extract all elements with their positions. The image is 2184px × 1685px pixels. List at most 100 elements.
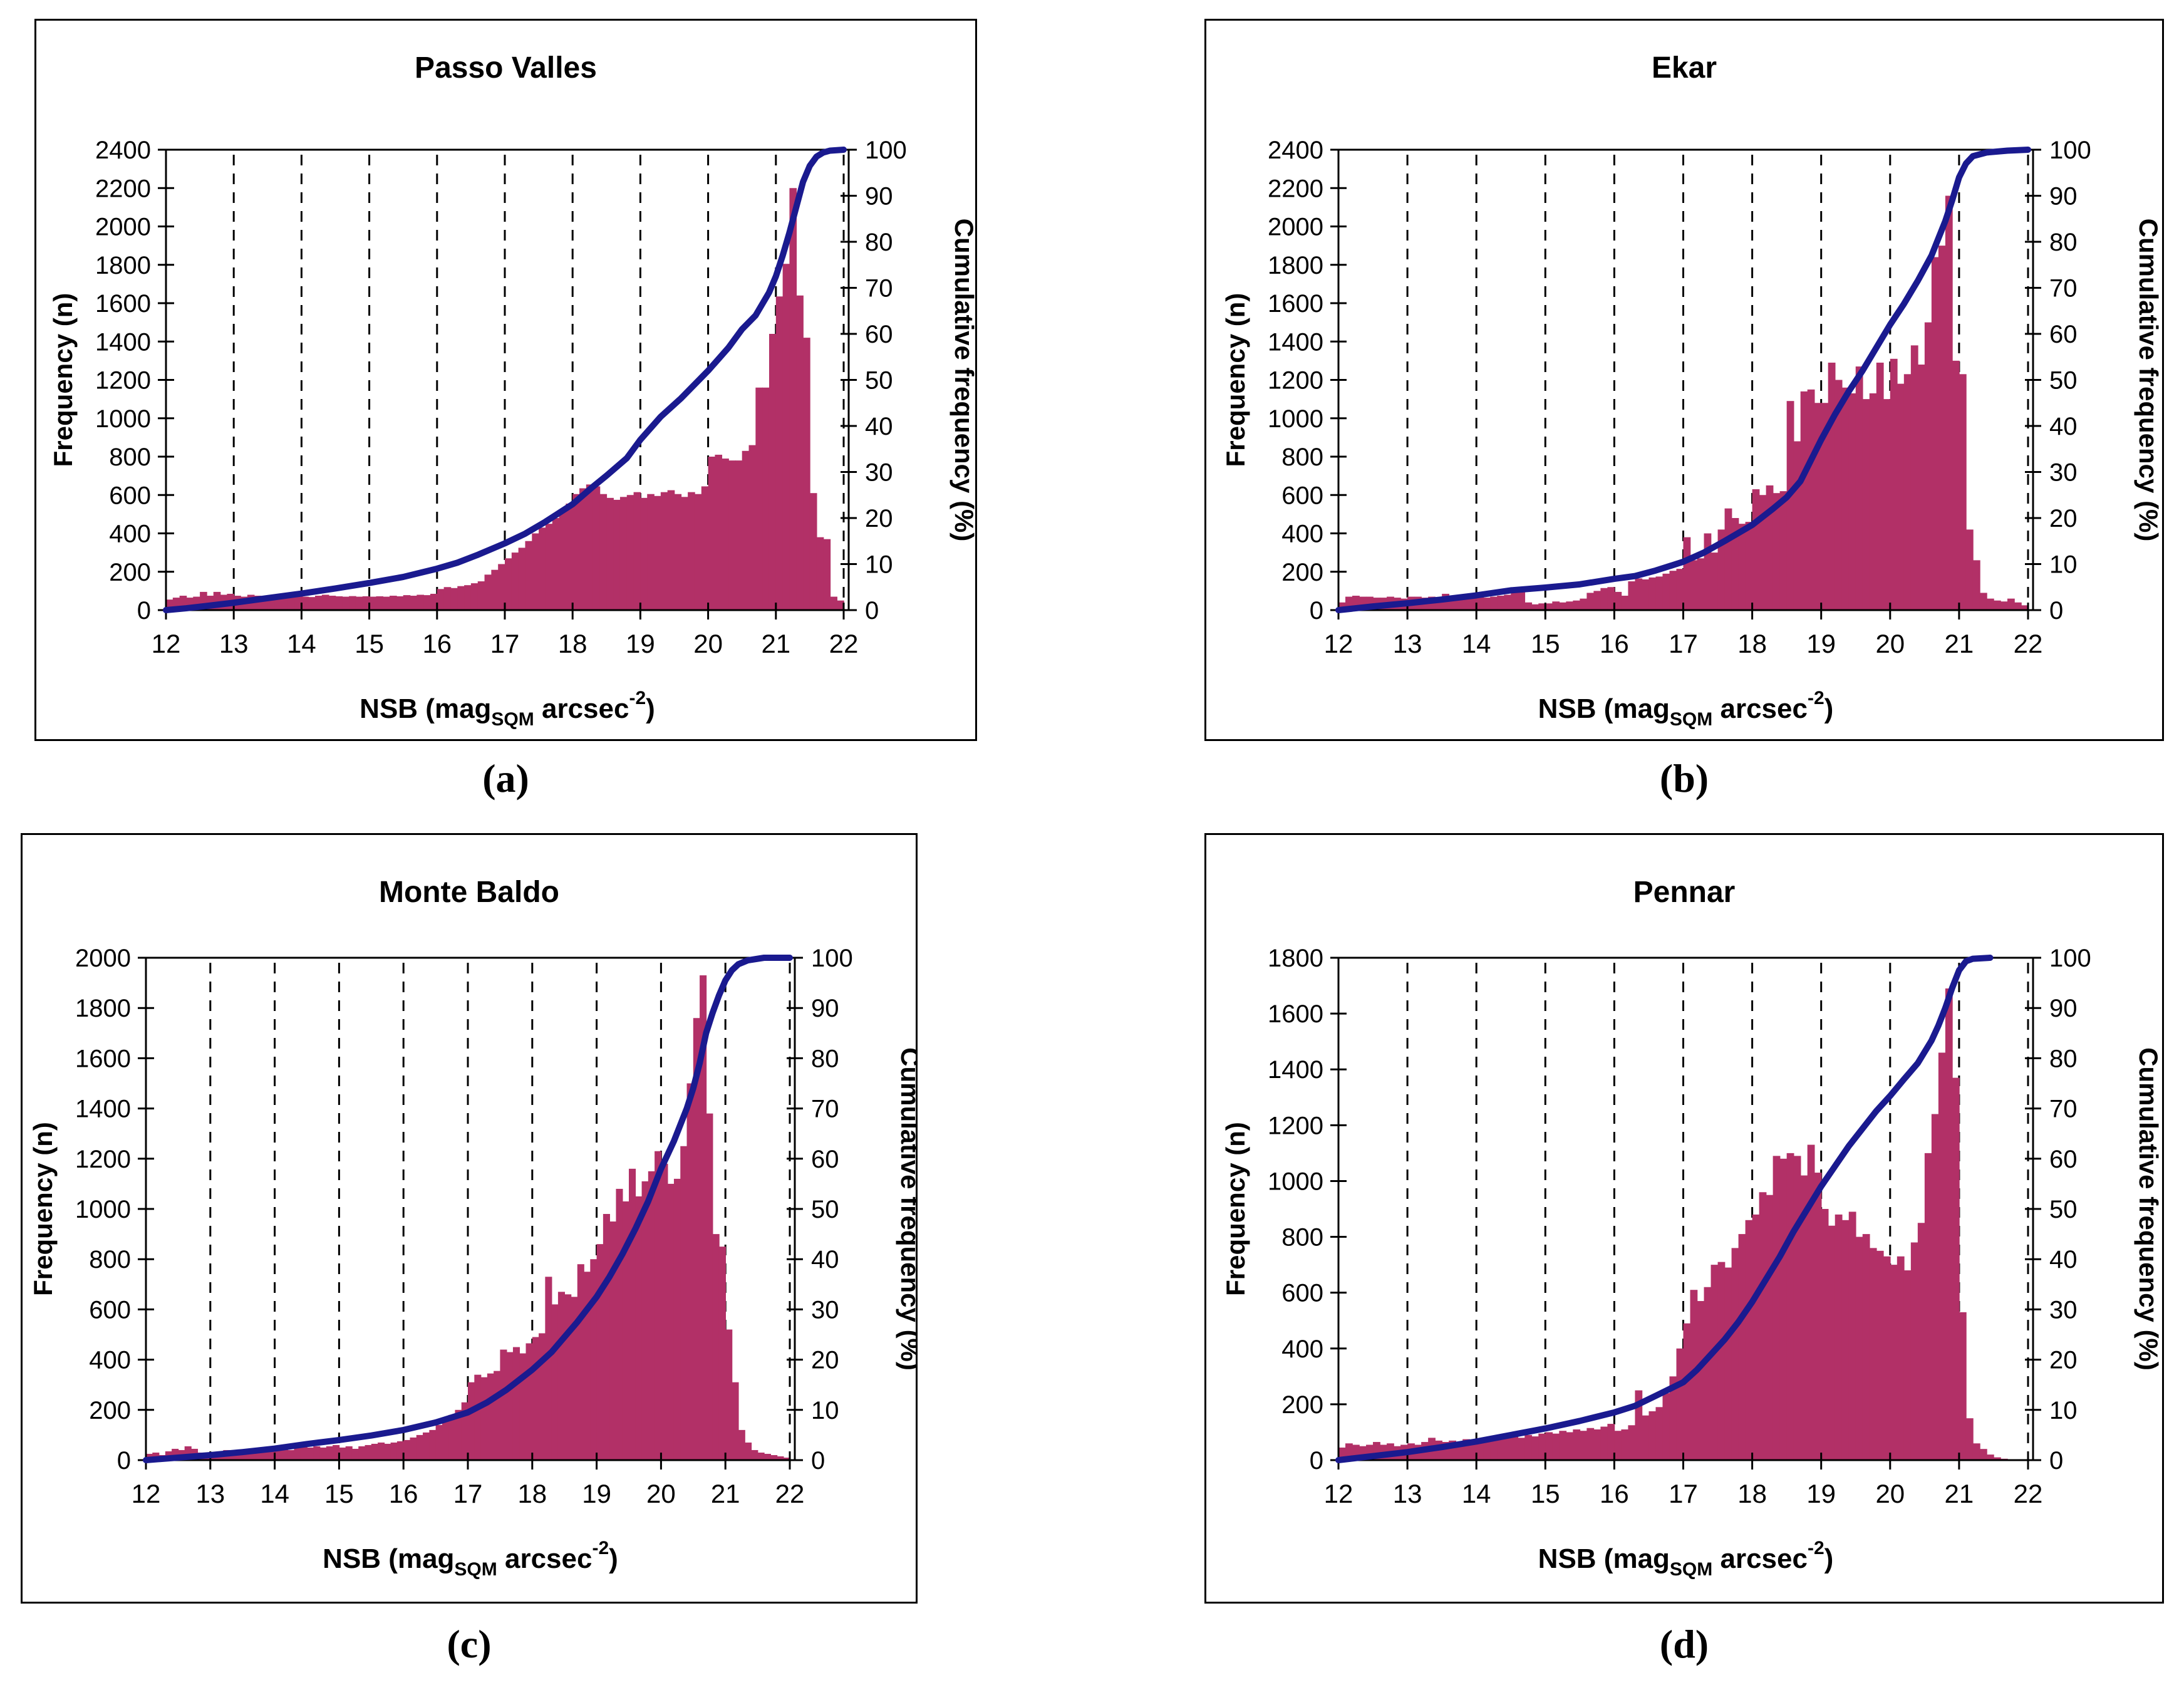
x-axis-label: NSB (magSQM arcsec-2) bbox=[360, 688, 655, 730]
x-tick-label: 21 bbox=[1945, 1479, 1974, 1508]
x-tick-label: 22 bbox=[2014, 1479, 2043, 1508]
left-tick-label: 1200 bbox=[1268, 1112, 1323, 1139]
left-tick-label: 200 bbox=[1281, 1391, 1323, 1419]
right-tick-label: 0 bbox=[811, 1447, 825, 1475]
x-tick-label: 14 bbox=[1462, 629, 1491, 658]
panel-label-a: (a) bbox=[482, 756, 529, 801]
x-tick-label: 13 bbox=[1393, 629, 1422, 658]
right-tick-label: 30 bbox=[811, 1296, 839, 1324]
chart-title-monte-baldo: Monte Baldo bbox=[379, 876, 559, 909]
cumulative-frequency-line bbox=[143, 955, 793, 1463]
left-tick-label: 1400 bbox=[1268, 328, 1323, 356]
right-tick-label: 10 bbox=[2049, 1397, 2078, 1424]
left-tick-label: 0 bbox=[137, 597, 151, 625]
right-tick-label: 80 bbox=[865, 229, 893, 256]
right-tick-label: 50 bbox=[2049, 367, 2078, 395]
x-tick-label: 12 bbox=[132, 1479, 161, 1508]
x-tick-label: 17 bbox=[490, 629, 520, 658]
left-tick-label: 1800 bbox=[1268, 945, 1323, 972]
right-tick-label: 70 bbox=[2049, 275, 2078, 303]
left-tick-label: 0 bbox=[1310, 597, 1323, 625]
right-tick-label: 0 bbox=[2049, 1447, 2063, 1475]
x-tick-label: 22 bbox=[2014, 629, 2043, 658]
x-tick-label: 20 bbox=[1875, 629, 1905, 658]
left-tick-label: 1000 bbox=[95, 405, 151, 433]
x-tick-label: 14 bbox=[287, 629, 316, 658]
left-tick-label: 2000 bbox=[75, 945, 131, 972]
histogram-chart-passo-valles: 0200400600800100012001400160018002000220… bbox=[48, 137, 975, 730]
left-tick-label: 1000 bbox=[1268, 405, 1323, 433]
right-tick-label: 70 bbox=[2049, 1096, 2078, 1123]
left-tick-label: 400 bbox=[1281, 521, 1323, 548]
right-tick-label: 0 bbox=[865, 597, 879, 625]
right-tick-label: 60 bbox=[811, 1146, 839, 1173]
right-tick-label: 20 bbox=[811, 1347, 839, 1374]
x-axis-ticks: 12 13 14 15 16 17 18 19 20 21 22 bbox=[1324, 1453, 2043, 1508]
left-tick-label: 200 bbox=[109, 559, 151, 586]
x-tick-label: 21 bbox=[711, 1479, 740, 1508]
histogram-bars bbox=[1338, 988, 2008, 1460]
x-tick-label: 13 bbox=[195, 1479, 225, 1508]
y-axis-label-right: Cumulative frequency (%) bbox=[896, 1047, 916, 1371]
right-tick-label: 90 bbox=[2049, 995, 2078, 1022]
chart-panel-passo-valles: Passo Valles 0 200 400 600 800 1000 1200 1400 16… bbox=[34, 19, 977, 741]
chart-title-ekar: Ekar bbox=[1651, 51, 1717, 85]
x-tick-label: 15 bbox=[1531, 1479, 1560, 1508]
y-axis-label-right: Cumulative frequency (%) bbox=[2134, 219, 2162, 542]
right-tick-label: 50 bbox=[811, 1196, 839, 1223]
left-tick-label: 800 bbox=[1281, 443, 1323, 471]
left-tick-label: 1600 bbox=[1268, 290, 1323, 318]
left-tick-label: 1400 bbox=[75, 1096, 131, 1123]
x-tick-label: 15 bbox=[355, 629, 384, 658]
left-tick-label: 2400 bbox=[95, 137, 151, 164]
x-tick-label: 12 bbox=[1324, 629, 1353, 658]
left-axis-ticks: 0 200 400 600 800 1000 1200 1400 1600 1800 bbox=[1268, 945, 1347, 1475]
left-tick-label: 1800 bbox=[95, 252, 151, 279]
panel-label-d: (d) bbox=[1659, 1622, 1709, 1666]
chart-panel-monte-baldo: Monte Baldo 0 200 400 600 800 1000 1200 1400 160… bbox=[21, 833, 918, 1604]
left-tick-label: 2000 bbox=[95, 214, 151, 241]
right-tick-label: 50 bbox=[2049, 1196, 2078, 1223]
left-tick-label: 400 bbox=[1281, 1335, 1323, 1363]
left-tick-label: 400 bbox=[89, 1347, 131, 1374]
right-tick-label: 90 bbox=[865, 183, 893, 210]
left-tick-label: 1600 bbox=[75, 1045, 131, 1072]
x-tick-label: 18 bbox=[1737, 1479, 1767, 1508]
left-tick-label: 800 bbox=[1281, 1224, 1323, 1252]
histogram-chart-monte-baldo: 0 200 400 600 800 1000 1200 1400 1600 1800 2000 0 10… bbox=[28, 945, 916, 1580]
x-axis-ticks: 12 13 14 15 16 17 18 19 20 21 22 bbox=[152, 603, 858, 658]
right-tick-label: 100 bbox=[865, 137, 907, 164]
right-tick-label: 100 bbox=[811, 945, 853, 972]
right-tick-label: 60 bbox=[865, 321, 893, 348]
x-tick-label: 19 bbox=[1806, 1479, 1836, 1508]
left-tick-label: 1800 bbox=[1268, 252, 1323, 279]
histogram-chart-ekar: 0200400600800100012001400160018002000220… bbox=[1221, 137, 2162, 730]
left-tick-label: 2200 bbox=[95, 175, 151, 202]
cumulative-frequency-line bbox=[1335, 955, 1994, 1463]
x-tick-label: 13 bbox=[219, 629, 249, 658]
right-tick-label: 40 bbox=[865, 413, 893, 440]
x-tick-label: 21 bbox=[1945, 629, 1974, 658]
left-axis-ticks: 0 200 400 600 800 1000 1200 1400 1600 1800 2000 220… bbox=[1268, 137, 1347, 625]
x-tick-label: 20 bbox=[1875, 1479, 1905, 1508]
right-tick-label: 80 bbox=[2049, 229, 2078, 256]
y-axis-label-left: Frequency (n) bbox=[1221, 293, 1250, 467]
left-tick-label: 800 bbox=[109, 443, 151, 471]
chart-title-pennar: Pennar bbox=[1633, 876, 1736, 909]
left-axis-ticks: 0 200 400 600 800 1000 1200 1400 1600 1800 2000 bbox=[75, 945, 154, 1475]
x-axis-label: NSB (magSQM arcsec-2) bbox=[1538, 1538, 1834, 1580]
panel-label-c: (c) bbox=[447, 1622, 492, 1666]
y-axis-label-left: Frequency (n) bbox=[1221, 1122, 1250, 1296]
right-tick-label: 0 bbox=[2049, 597, 2063, 625]
x-tick-label: 14 bbox=[1462, 1479, 1491, 1508]
left-tick-label: 1400 bbox=[1268, 1056, 1323, 1084]
left-tick-label: 1800 bbox=[75, 995, 131, 1022]
x-tick-label: 19 bbox=[1806, 629, 1836, 658]
x-axis-ticks: 12 13 14 15 16 17 18 19 20 21 22 bbox=[132, 1453, 804, 1508]
right-tick-label: 80 bbox=[811, 1045, 839, 1072]
left-tick-label: 600 bbox=[1281, 482, 1323, 509]
right-tick-label: 10 bbox=[865, 551, 893, 579]
x-tick-label: 15 bbox=[324, 1479, 354, 1508]
histogram-bars bbox=[166, 188, 844, 610]
left-tick-label: 0 bbox=[1310, 1447, 1323, 1475]
